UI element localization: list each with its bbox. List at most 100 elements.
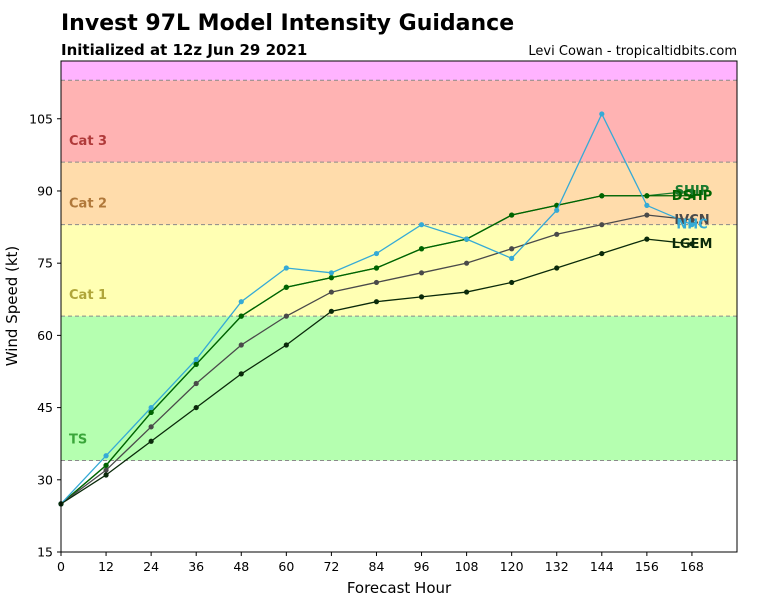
series-label-nhc: NHC — [676, 218, 707, 233]
data-point-dshp — [509, 212, 515, 218]
chart-credit: Levi Cowan - tropicaltidbits.com — [528, 44, 737, 59]
data-point-lgem — [373, 299, 380, 305]
data-point-dshp — [418, 246, 425, 252]
data-point-dshp — [193, 361, 199, 367]
x-tick-label: 36 — [188, 559, 204, 574]
plot-frame — [60, 60, 738, 553]
data-point-dshp — [689, 193, 695, 199]
y-axis-label: Wind Speed (kt) — [3, 246, 21, 367]
data-point-ivcn — [238, 342, 244, 348]
series-nhc — [58, 111, 695, 507]
data-point-dshp — [599, 193, 605, 199]
band-ts — [61, 316, 737, 461]
x-tick-label: 0 — [57, 559, 65, 574]
data-point-ivcn — [599, 222, 605, 228]
data-point-nhc — [509, 255, 515, 261]
data-point-lgem — [328, 308, 334, 314]
data-point-ivcn — [689, 217, 695, 223]
data-point-dshp — [238, 313, 244, 319]
data-point-dshp — [644, 193, 650, 199]
data-point-ivcn — [193, 380, 199, 387]
data-point-dshp — [283, 284, 289, 290]
data-point-lgem — [148, 438, 154, 444]
data-point-nhc — [689, 222, 695, 228]
data-point-nhc — [464, 236, 470, 242]
data-point-nhc — [103, 453, 109, 459]
data-point-lgem — [509, 279, 515, 286]
chart-title: Invest 97L Model Intensity Guidance — [61, 11, 514, 36]
y-tick-label: 45 — [37, 400, 53, 415]
data-point-lgem — [418, 294, 425, 300]
data-point-ivcn — [103, 467, 109, 473]
data-point-ivcn — [373, 279, 380, 286]
series-label-ivcn: IVCN — [674, 213, 709, 228]
data-point-ivcn — [644, 212, 650, 218]
data-point-nhc — [418, 222, 425, 228]
data-point-lgem — [464, 289, 470, 295]
data-point-lgem — [103, 472, 109, 478]
y-tick-label: 105 — [29, 111, 53, 126]
data-point-lgem — [644, 236, 650, 242]
data-point-nhc — [644, 202, 650, 209]
y-tick-label: 60 — [37, 328, 53, 343]
data-point-nhc — [283, 265, 289, 271]
data-point-dshp — [373, 265, 380, 271]
data-point-ivcn — [554, 231, 560, 237]
data-point-lgem — [283, 342, 289, 348]
band-label-cat-3: Cat 3 — [69, 134, 107, 149]
series-dshp — [58, 193, 695, 507]
x-tick-label: 144 — [590, 559, 614, 574]
x-tick-label: 120 — [500, 559, 524, 574]
data-point-nhc — [328, 270, 334, 276]
y-tick-label: 90 — [37, 183, 53, 198]
y-axis: 15 30 45 60 75 90 105 — [29, 111, 61, 560]
band-cat-2 — [61, 162, 737, 225]
series-label-ship: SHIP — [675, 184, 710, 199]
data-point-ivcn — [509, 246, 515, 252]
data-point-lgem — [554, 265, 560, 271]
data-point-nhc — [599, 111, 605, 117]
x-tick-label: 132 — [545, 559, 569, 574]
series-label-lgem: LGEM — [672, 237, 713, 252]
x-axis: 0 12 24 36 48 60 72 84 96 108 120 132 144 156 168 — [57, 552, 704, 574]
data-point-dshp — [328, 275, 334, 281]
x-axis-label: Forecast Hour — [347, 579, 452, 597]
data-point-dshp — [148, 409, 154, 416]
y-tick-label: 30 — [37, 472, 53, 487]
data-point-nhc — [193, 356, 199, 363]
data-point-nhc — [148, 404, 154, 411]
data-point-ivcn — [418, 270, 425, 276]
intensity-bands: TS Cat 1 Cat 2 Cat 3 — [61, 60, 737, 462]
band-label-cat-2: Cat 2 — [69, 197, 107, 212]
data-point-lgem — [689, 241, 695, 247]
x-tick-label: 48 — [233, 559, 249, 574]
band-cat-1 — [61, 224, 737, 317]
band-label-ts: TS — [69, 433, 87, 448]
series-lgem — [58, 236, 695, 507]
band-label-cat-1: Cat 1 — [69, 288, 107, 303]
data-point-ivcn — [328, 289, 334, 295]
data-point-nhc — [554, 207, 560, 213]
data-point-lgem — [238, 371, 244, 377]
series-ivcn — [58, 212, 695, 507]
data-point-lgem — [193, 404, 199, 411]
x-tick-label: 12 — [98, 559, 114, 574]
data-point-ivcn — [148, 424, 154, 430]
series-group — [58, 111, 695, 507]
band-cat-3 — [61, 80, 737, 163]
x-tick-label: 60 — [278, 559, 294, 574]
x-tick-label: 96 — [414, 559, 430, 574]
x-tick-label: 84 — [369, 559, 385, 574]
data-point-ivcn — [283, 313, 289, 319]
series-label-dshp: DSHP — [672, 189, 713, 204]
chart-subtitle: Initialized at 12z Jun 29 2021 — [61, 41, 307, 59]
y-tick-label: 75 — [37, 256, 53, 271]
data-point-dshp — [103, 462, 109, 468]
x-tick-label: 156 — [635, 559, 659, 574]
x-tick-label: 24 — [143, 559, 159, 574]
data-point-nhc — [373, 250, 380, 257]
x-tick-label: 108 — [455, 559, 479, 574]
y-tick-label: 15 — [37, 545, 53, 560]
